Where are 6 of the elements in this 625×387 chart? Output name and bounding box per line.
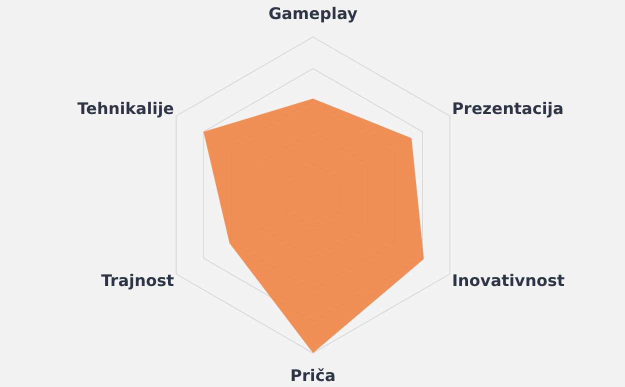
spoke-label: Inovativnost [452,271,565,290]
spoke-label: Trajnost [101,271,174,290]
spoke-label: Priča [290,366,336,385]
spoke-label: Gameplay [268,4,358,23]
spoke-label: Tehnikalije [77,99,174,118]
spoke-label: Prezentacija [452,99,564,118]
